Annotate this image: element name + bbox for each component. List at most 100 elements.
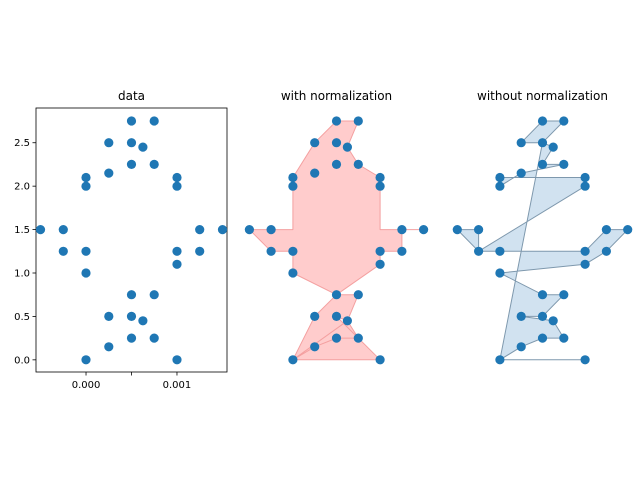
data-point — [126, 311, 137, 321]
data-point — [474, 246, 484, 256]
data-point — [266, 225, 276, 235]
panel-title: with normalization — [281, 89, 392, 103]
data-point — [548, 142, 558, 152]
y-tick-label: 0.0 — [14, 355, 30, 366]
data-point — [495, 246, 505, 256]
data-point — [353, 290, 363, 300]
data-point — [288, 268, 298, 278]
data-point — [172, 355, 182, 365]
data-point — [516, 342, 526, 352]
panel-title: data — [118, 89, 145, 103]
data-point — [559, 333, 569, 343]
axes-frame — [35, 107, 228, 373]
data-point — [310, 311, 320, 321]
data-point — [195, 246, 205, 256]
data-point — [419, 225, 429, 235]
data-point — [310, 342, 320, 352]
data-point — [138, 316, 148, 326]
data-point — [397, 246, 407, 256]
data-point — [495, 355, 505, 365]
data-point — [217, 225, 228, 235]
data-point — [126, 159, 137, 169]
data-point — [623, 225, 633, 235]
data-point — [81, 246, 91, 256]
data-point — [126, 333, 137, 343]
panel-title: without normalization — [477, 89, 608, 103]
y-tick-label: 1.5 — [14, 225, 30, 236]
y-tick-label: 0.5 — [14, 312, 30, 323]
x-tick-label: 0.001 — [163, 380, 192, 391]
data-point — [342, 142, 352, 152]
data-point — [81, 181, 91, 191]
data-point — [244, 225, 254, 235]
data-point — [537, 333, 548, 343]
data-point — [126, 116, 137, 126]
data-point — [375, 259, 385, 269]
panel-data: data 0.000 0.001 0.0 0.5 1.0 1.5 2.0 2.5 — [14, 89, 228, 391]
panel-without-normalization: without normalization — [452, 89, 633, 365]
data-point — [397, 225, 407, 235]
data-point — [452, 225, 462, 235]
data-point — [331, 290, 342, 300]
x-tick-label: 0.000 — [72, 380, 101, 391]
data-point — [375, 355, 385, 365]
data-point — [81, 355, 91, 365]
data-point — [537, 138, 548, 148]
data-point — [172, 172, 182, 183]
data-point — [601, 225, 612, 235]
data-point — [495, 268, 505, 278]
data-point — [516, 311, 526, 321]
data-point — [559, 159, 569, 169]
data-point — [288, 181, 298, 191]
y-tick-label: 2.0 — [14, 182, 30, 193]
data-point — [342, 316, 352, 326]
data-point — [601, 246, 612, 256]
data-point — [172, 259, 182, 269]
data-point — [126, 290, 137, 300]
data-point — [559, 290, 569, 300]
data-point — [149, 116, 159, 126]
y-tick-label: 2.5 — [14, 138, 30, 149]
data-point — [559, 116, 569, 126]
data-point — [149, 290, 159, 300]
data-point — [81, 172, 91, 183]
data-point — [331, 159, 342, 169]
data-point — [288, 355, 298, 365]
data-point — [580, 181, 590, 191]
data-point — [537, 290, 548, 300]
data-point — [58, 225, 68, 235]
data-point — [474, 225, 484, 235]
data-point — [495, 172, 505, 183]
fill-region — [248, 120, 425, 361]
data-point — [104, 342, 114, 352]
data-point — [172, 181, 182, 191]
panel-with-normalization: with normalization — [244, 89, 429, 365]
data-point — [126, 138, 137, 148]
data-point — [104, 311, 114, 321]
data-point — [537, 311, 548, 321]
data-point — [353, 333, 363, 343]
data-point — [58, 246, 68, 256]
data-point — [195, 225, 205, 235]
data-point — [35, 225, 46, 235]
data-point — [104, 168, 114, 178]
data-point — [580, 246, 590, 256]
data-point — [516, 138, 526, 148]
data-point — [266, 246, 276, 256]
data-point — [138, 142, 148, 152]
data-point — [353, 159, 363, 169]
data-point — [310, 138, 320, 148]
data-point — [288, 172, 298, 183]
data-point — [81, 268, 91, 278]
data-point — [149, 333, 159, 343]
data-point — [310, 168, 320, 178]
data-point — [331, 333, 342, 343]
data-point — [516, 168, 526, 178]
data-point — [375, 181, 385, 191]
fill-region — [456, 120, 629, 361]
data-point — [375, 246, 385, 256]
data-point — [149, 159, 159, 169]
data-point — [495, 181, 505, 191]
data-point — [353, 116, 363, 126]
